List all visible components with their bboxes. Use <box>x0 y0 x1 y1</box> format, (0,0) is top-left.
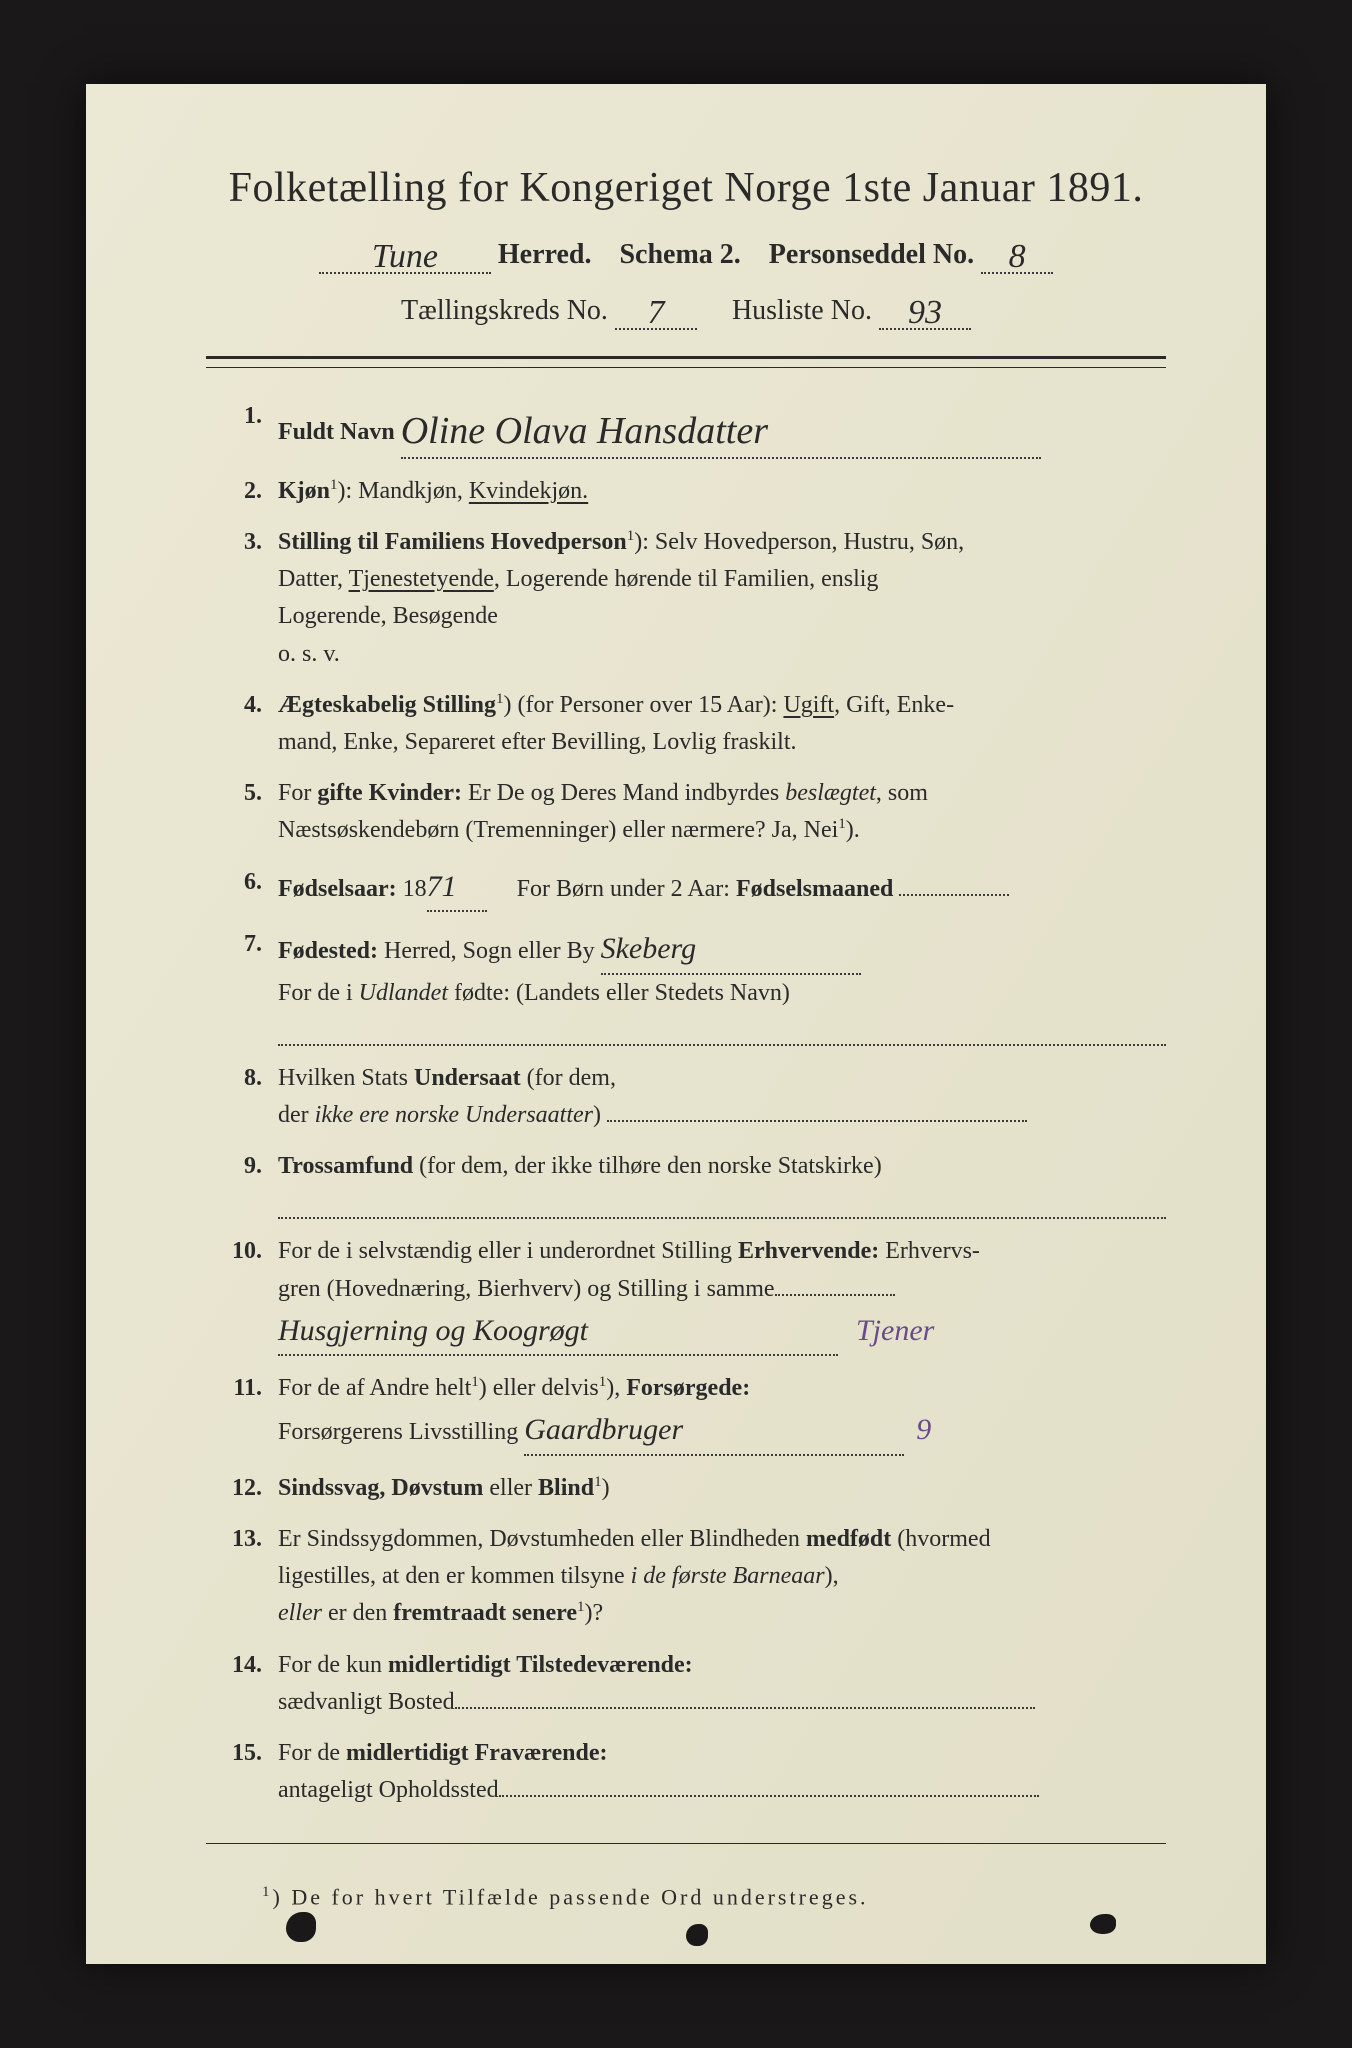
item-9: 9. Trossamfund (for dem, der ikke tilhør… <box>206 1148 1166 1219</box>
item-11: 11. For de af Andre helt1) eller delvis1… <box>206 1370 1166 1456</box>
schema-label: Schema 2. <box>619 239 740 270</box>
item-4: 4. Ægteskabelig Stilling1) (for Personer… <box>206 687 1166 761</box>
herred-label: Herred. <box>498 239 592 270</box>
provider-note: 9 <box>916 1413 931 1446</box>
divider-thick <box>206 356 1166 359</box>
item-6: 6. Fødselsaar: 1871 For Børn under 2 Aar… <box>206 864 1166 913</box>
item-14: 14. For de kun midlertidigt Tilstedevære… <box>206 1647 1166 1721</box>
item-5: 5. For gifte Kvinder: Er De og Deres Man… <box>206 775 1166 849</box>
paper-damage <box>286 1912 316 1942</box>
item-8: 8. Hvilken Stats Undersaat (for dem, der… <box>206 1060 1166 1134</box>
personseddel-no: 8 <box>1009 238 1026 276</box>
item-12: 12. Sindssvag, Døvstum eller Blind1) <box>206 1470 1166 1507</box>
husliste-no: 93 <box>908 294 942 332</box>
item-2: 2. Kjøn1): Mandkjøn, Kvindekjøn. <box>206 473 1166 510</box>
form-header: Folketælling for Kongeriget Norge 1ste J… <box>206 164 1166 330</box>
divider-bottom <box>206 1843 1166 1844</box>
full-name-value: Oline Olava Hansdatter <box>401 402 768 461</box>
personseddel-label: Personseddel No. <box>769 239 974 270</box>
taellingskreds-no: 7 <box>647 294 664 332</box>
marital-selected: Ugift <box>783 692 834 718</box>
form-title: Folketælling for Kongeriget Norge 1ste J… <box>206 164 1166 212</box>
taellingskreds-label: Tællingskreds No. <box>401 295 608 326</box>
gender-selected: Kvindekjøn. <box>469 478 588 504</box>
header-line-1: Tune Herred. Schema 2. Personseddel No. … <box>206 234 1166 274</box>
item-3: 3. Stilling til Familiens Hovedperson1):… <box>206 524 1166 673</box>
paper-damage <box>686 1924 708 1946</box>
item-13: 13. Er Sindssygdommen, Døvstumheden elle… <box>206 1521 1166 1633</box>
birth-year: 71 <box>427 870 457 903</box>
relation-selected: Tjenestetyende <box>349 566 494 592</box>
provider-occupation: Gaardbruger <box>524 1413 683 1446</box>
occupation: Husgjerning og Koogrøgt <box>278 1314 588 1347</box>
census-form-page: Folketælling for Kongeriget Norge 1ste J… <box>86 84 1266 1964</box>
item-15: 15. For de midlertidigt Fraværende: anta… <box>206 1735 1166 1809</box>
occupation-note: Tjener <box>856 1314 934 1347</box>
header-line-2: Tællingskreds No. 7 Husliste No. 93 <box>206 290 1166 330</box>
item-7: 7. Fødested: Herred, Sogn eller By Skebe… <box>206 926 1166 1046</box>
form-items: 1. Fuldt Navn Oline Olava Hansdatter 2. … <box>206 398 1166 1809</box>
item-10: 10. For de i selvstændig eller i underor… <box>206 1233 1166 1356</box>
birthplace: Skeberg <box>601 932 697 965</box>
footnote: 1) De for hvert Tilfælde passende Ord un… <box>262 1884 1166 1910</box>
divider-thin <box>206 367 1166 368</box>
husliste-label: Husliste No. <box>732 295 872 326</box>
herred-value: Tune <box>372 238 438 276</box>
item-1: 1. Fuldt Navn Oline Olava Hansdatter <box>206 398 1166 459</box>
paper-damage <box>1090 1914 1116 1934</box>
